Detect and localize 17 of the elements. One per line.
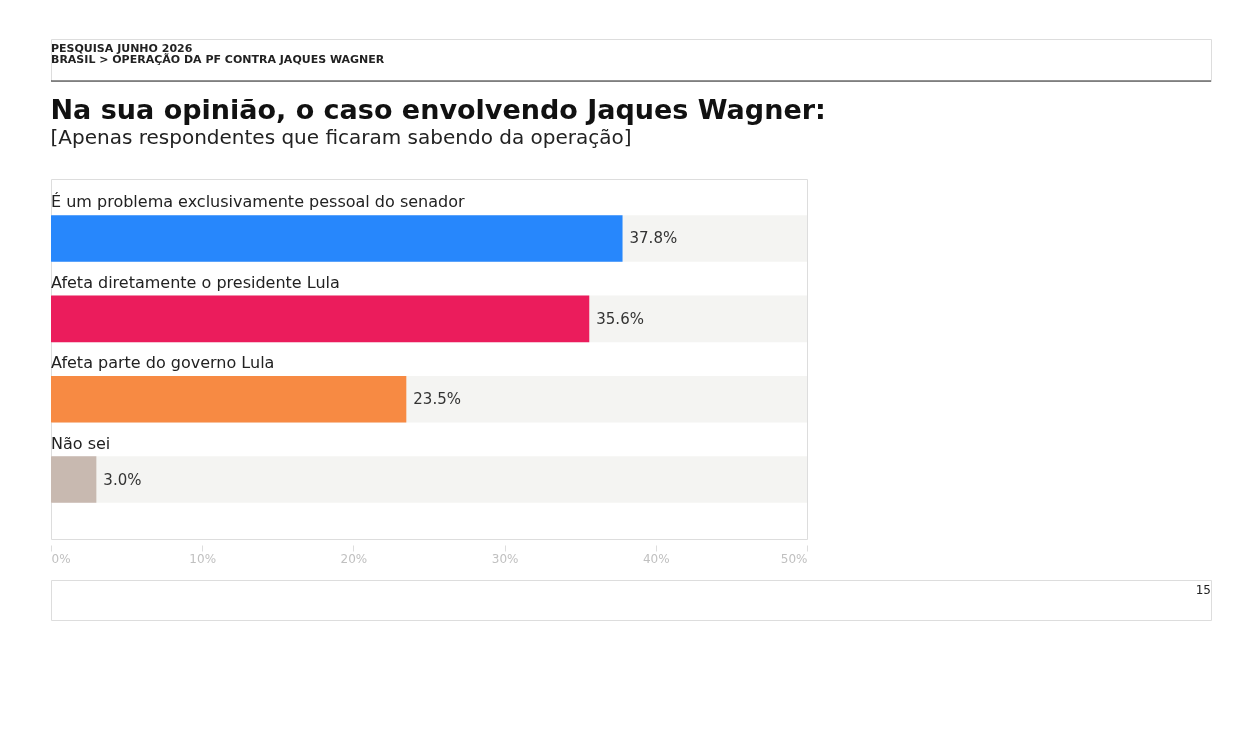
y-tick-label: Afeta diretamente o presidente Lula [51, 272, 340, 292]
x-tick-label: 20% [340, 551, 368, 566]
x-tick-label: 40% [642, 551, 670, 566]
y-tick-label: É um problema exclusivamente pessoal do senador [51, 192, 465, 212]
data-label: 37.8% [629, 229, 678, 248]
data-label: 3.0% [103, 470, 142, 489]
data-label: 35.6% [596, 309, 644, 328]
x-tick-label: 50% [780, 551, 808, 566]
text: 15 [1195, 583, 1211, 597]
y-tick-label: Não sei [51, 433, 111, 453]
data-label: 23.5% [413, 390, 461, 409]
x-tick-label: 30% [491, 551, 519, 566]
chart-title: Na sua opinião, o caso envolvendo Jaques Wagner: [50, 94, 826, 125]
chart-subtitle: [Apenas respondentes que ficaram sabendo da operação] [50, 125, 632, 149]
x-tick-label: 10% [189, 551, 217, 566]
x-tick-label: 0% [51, 551, 71, 566]
y-tick-label: Afeta parte do governo Lula [51, 353, 275, 373]
